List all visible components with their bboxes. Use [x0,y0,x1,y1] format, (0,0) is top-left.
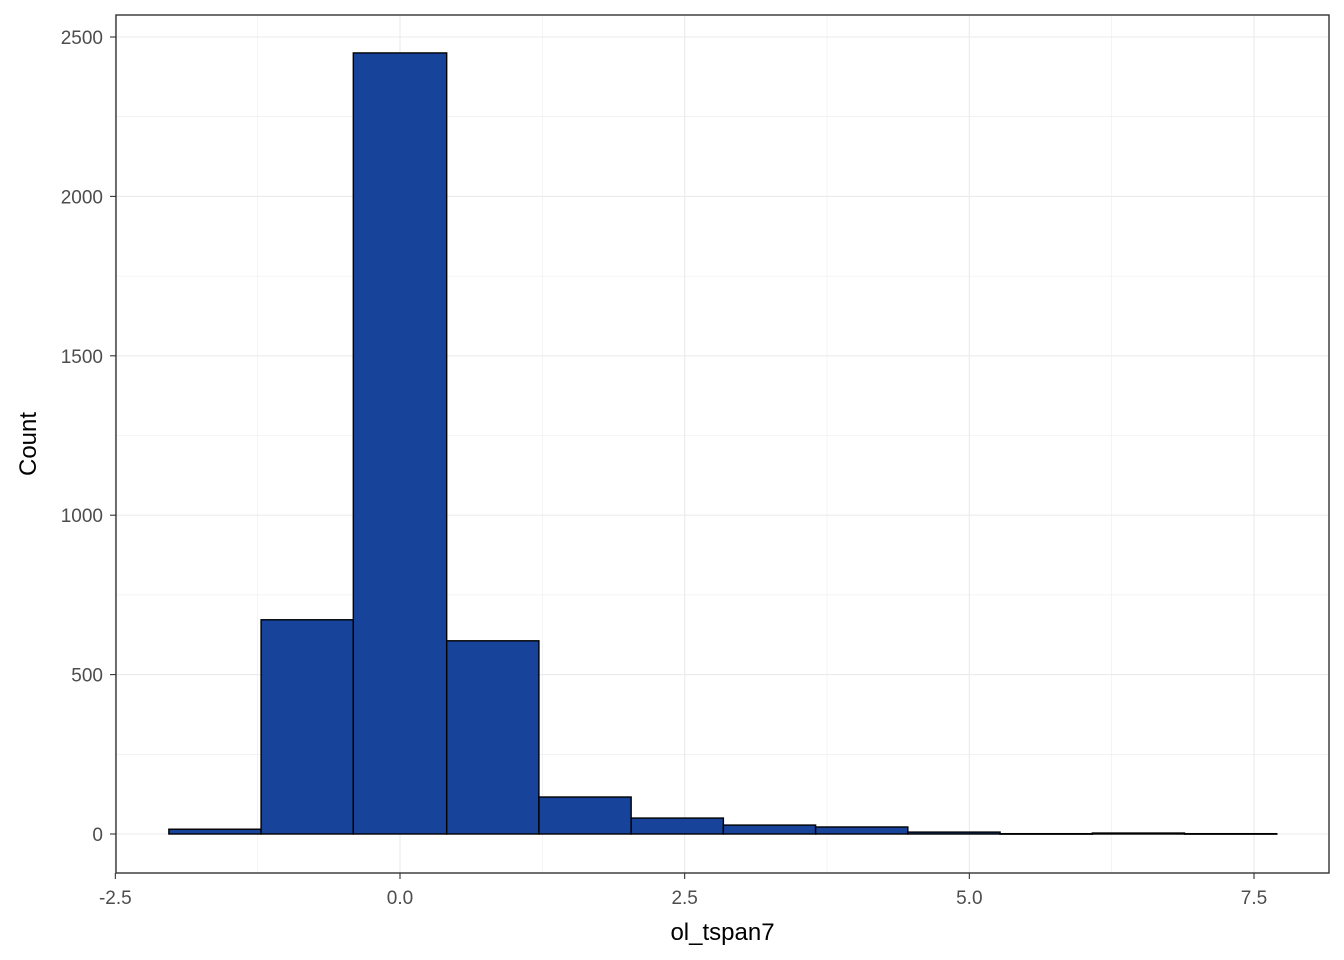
histogram-bar-10 [1091,832,1186,835]
histogram-bars [168,52,1278,835]
y-tick-label-5: 2500 [61,28,103,49]
y-tick-label-3: 1500 [61,347,103,368]
y-axis-title: Count [15,412,42,476]
x-tick-label-3: 5.0 [956,888,982,909]
histogram-bar-1 [260,619,355,835]
y-tick-label-0: 0 [92,825,103,846]
histogram-bar-11 [1183,832,1278,835]
histogram-bar-5 [630,817,725,835]
histogram-bar-0 [168,828,262,835]
histogram-bar-7 [814,826,909,835]
x-tick-label-1: 0.0 [387,888,413,909]
x-axis-title: ol_tspan7 [670,919,774,946]
y-axis: 0 500 1000 1500 2000 2500 [61,28,116,846]
x-tick-label-0: -2.5 [99,888,132,909]
panel-border [115,14,1330,874]
histogram-bar-4 [538,796,632,835]
histogram-bar-6 [722,824,817,835]
histogram-bar-3 [445,640,540,835]
histogram-bar-2 [352,52,448,835]
y-tick-label-1: 500 [71,666,103,687]
x-tick-label-4: 7.5 [1241,888,1267,909]
histogram-bar-8 [907,831,1001,835]
x-tick-label-2: 2.5 [671,888,697,909]
x-axis: -2.5 0.0 2.5 5.0 7.5 [99,873,1267,909]
y-tick-label-4: 2000 [61,187,103,208]
y-tick-label-2: 1000 [61,506,103,527]
histogram-bar-9 [999,832,1094,835]
